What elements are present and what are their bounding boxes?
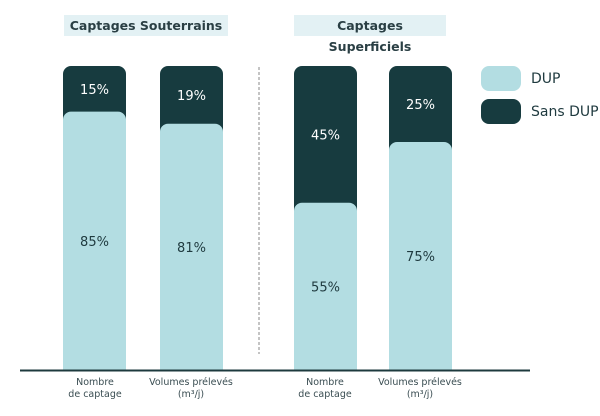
data-label-sans-dup: 15%: [80, 83, 109, 98]
bar-dup-base: [160, 360, 223, 370]
bar-dup: [63, 111, 126, 370]
data-label-sans-dup: 25%: [406, 98, 435, 113]
bar-dup: [160, 123, 223, 370]
data-label-sans-dup: 19%: [177, 89, 206, 104]
data-label-dup: 55%: [311, 280, 340, 295]
data-label-dup: 75%: [406, 250, 435, 265]
x-tick-label: Nombre de captage: [68, 377, 122, 400]
group-title-souterrains: Captages Souterrains: [64, 15, 228, 36]
legend-label-dup: DUP: [531, 70, 561, 87]
x-tick-label: Nombre de captage: [298, 377, 352, 400]
bar-dup: [294, 202, 357, 370]
legend-swatch-sans-dup: [481, 99, 521, 124]
group-title-superficiels: Captages Superficiels: [294, 15, 446, 54]
data-label-dup: 81%: [177, 241, 206, 256]
data-label-sans-dup: 45%: [311, 128, 340, 143]
legend-item-sans-dup: Sans DUP: [481, 99, 599, 124]
data-label-dup: 85%: [80, 235, 109, 250]
x-tick-label: Volumes prélevés (m³/j): [378, 377, 462, 400]
bar-dup-base: [63, 360, 126, 370]
x-tick-label: Volumes prélevés (m³/j): [149, 377, 233, 400]
legend-swatch-dup: [481, 66, 521, 91]
legend-label-sans-dup: Sans DUP: [531, 103, 599, 120]
bar-dup-base: [389, 360, 452, 370]
bar-dup-base: [294, 360, 357, 370]
bar-dup: [389, 142, 452, 370]
legend-item-dup: DUP: [481, 66, 560, 91]
